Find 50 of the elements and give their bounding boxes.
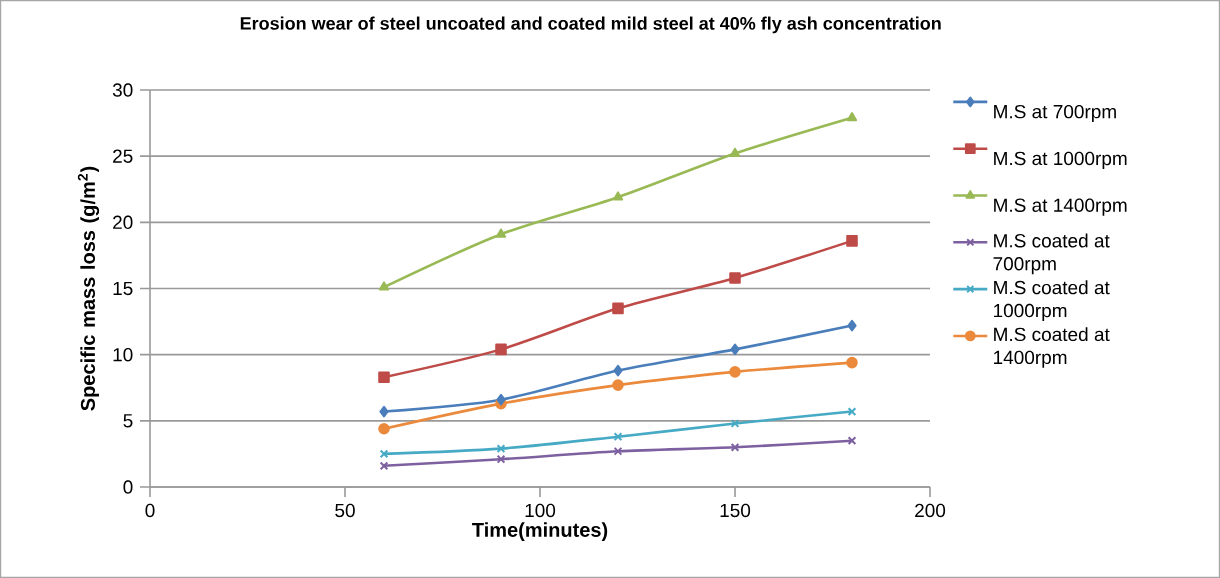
y-tick-label: 25 xyxy=(113,149,133,163)
x-tick-label: 50 xyxy=(335,503,355,518)
point xyxy=(730,442,740,452)
point xyxy=(729,366,741,378)
point xyxy=(496,454,506,464)
y-tick-label: 5 xyxy=(123,414,133,428)
y-tick-label: 20 xyxy=(113,215,133,230)
legend-label: M.S coated at 1000rpm xyxy=(994,280,1110,322)
point xyxy=(379,461,389,471)
point xyxy=(378,422,390,435)
point xyxy=(496,393,506,406)
point xyxy=(379,405,389,418)
point xyxy=(846,235,858,247)
point xyxy=(847,436,857,446)
point xyxy=(613,364,623,377)
legend-label: M.S at 700rpm xyxy=(994,104,1116,123)
point xyxy=(847,319,857,332)
point xyxy=(846,356,858,369)
point xyxy=(378,371,390,383)
y-tick-label: 30 xyxy=(112,83,133,97)
x-tick-label: 150 xyxy=(720,503,751,518)
y-tick-label: 0 xyxy=(123,480,133,494)
x-tick-label: 0 xyxy=(145,503,155,518)
y-tick-label: 10 xyxy=(113,347,133,362)
point xyxy=(495,343,507,356)
point xyxy=(730,343,740,356)
x-tick-label: 200 xyxy=(915,503,946,518)
legend-label: M.S coated at 1400rpm xyxy=(994,327,1110,368)
legend-label: M.S coated at 700rpm xyxy=(993,233,1110,275)
point xyxy=(613,446,623,456)
point xyxy=(496,444,506,454)
point xyxy=(729,147,741,157)
x-tick-label: 100 xyxy=(525,503,556,518)
point xyxy=(612,191,624,201)
point xyxy=(847,407,857,416)
y-tick-label: 15 xyxy=(113,281,133,296)
legend-label: M.S at 1000rpm xyxy=(994,151,1127,169)
legend-label: M.S at 1400rpm xyxy=(994,198,1127,216)
x-axis-title: Time(minutes) xyxy=(472,522,608,541)
y-axis-title: Specific mass loss (g/m$^{2}$) xyxy=(77,166,100,411)
point xyxy=(730,419,740,428)
point xyxy=(612,379,624,391)
point xyxy=(495,228,507,238)
point xyxy=(612,302,624,315)
point xyxy=(729,272,741,284)
point xyxy=(846,112,858,122)
chart-title: Erosion wear of steel uncoated and coated mild steel at 40% fly ash concentration xyxy=(240,16,941,34)
point xyxy=(613,432,623,442)
point xyxy=(379,449,389,459)
point xyxy=(378,281,390,291)
